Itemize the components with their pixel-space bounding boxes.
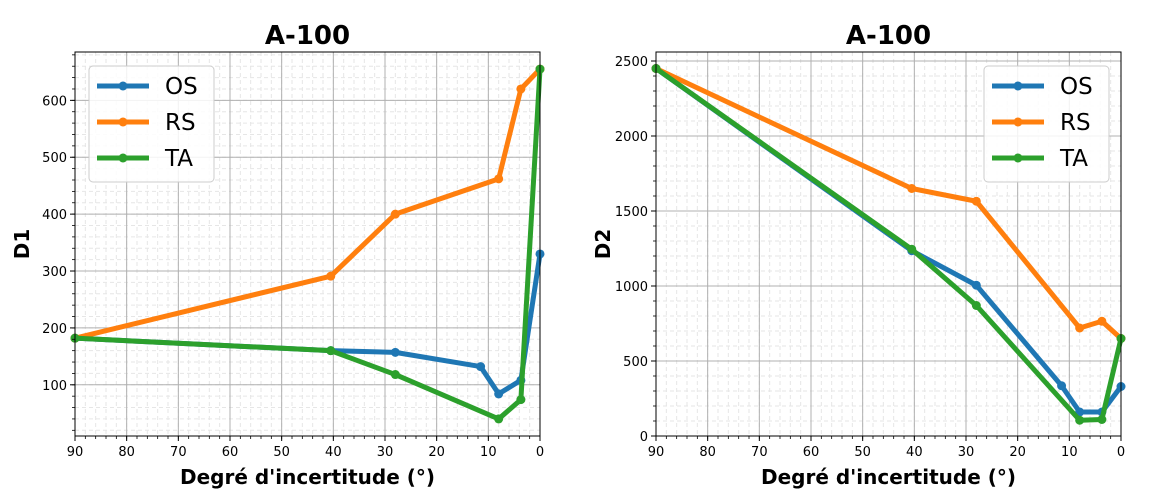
data-point-rs xyxy=(971,196,981,206)
x-tick-label: 80 xyxy=(118,445,135,460)
y-tick-label: 400 xyxy=(42,208,67,223)
y-tick-label: 2000 xyxy=(615,130,648,145)
chart1-axes-frame xyxy=(655,51,1122,437)
legend-marker-ta xyxy=(1013,153,1023,163)
data-point-rs xyxy=(1075,323,1085,333)
chart0-y-axis-label: D1 xyxy=(10,229,34,260)
legend-label-ta: TA xyxy=(1059,146,1088,172)
x-tick-label: 0 xyxy=(536,445,544,460)
legend-label-os: OS xyxy=(165,74,198,100)
chart1-x-axis-label: Degré d'incertitude (°) xyxy=(761,465,1016,489)
y-tick-label: 0 xyxy=(640,430,648,445)
x-tick-label: 20 xyxy=(1009,445,1026,460)
series-line-ta xyxy=(653,66,1124,423)
chart0-legend: OS RS TA xyxy=(88,65,215,183)
y-tick-label: 200 xyxy=(42,322,67,337)
x-tick-label: 50 xyxy=(273,445,290,460)
legend-box xyxy=(88,65,215,183)
data-point-ta xyxy=(971,301,981,310)
data-point-ta xyxy=(1097,415,1107,424)
legend-marker-os xyxy=(1013,81,1023,91)
data-point-os xyxy=(390,347,400,357)
data-point-os xyxy=(476,362,486,372)
chart-d1: 90 80 70 60 50 40 30 20 10 0100200300400500600A-1… xyxy=(10,21,545,489)
data-point-ta xyxy=(326,346,336,356)
data-point-ta xyxy=(1075,415,1085,425)
x-tick-label: 60 xyxy=(222,445,239,460)
legend-label-rs: RS xyxy=(1060,110,1091,136)
chart-d2: 90 80 70 60 50 40 30 20 10 005001000150020002500A… xyxy=(591,21,1126,489)
legend-label-rs: RS xyxy=(165,110,196,136)
series-line-ta xyxy=(72,66,543,422)
data-point-rs xyxy=(907,184,917,193)
chart1-title: A-100 xyxy=(846,21,931,51)
chart1-y-axis-label: D2 xyxy=(591,229,615,260)
y-tick-label: 1500 xyxy=(615,205,648,220)
x-tick-label: 20 xyxy=(428,445,445,460)
data-point-ta xyxy=(494,414,504,424)
data-point-ta xyxy=(390,370,400,380)
data-point-rs xyxy=(516,84,526,94)
chart1-legend: OS RS TA xyxy=(983,65,1110,183)
data-point-rs xyxy=(390,209,400,219)
x-tick-label: 50 xyxy=(854,445,871,460)
legend-label-os: OS xyxy=(1060,74,1093,100)
legend-marker-ta xyxy=(118,153,128,163)
x-tick-label: 60 xyxy=(803,445,820,460)
y-tick-label: 500 xyxy=(623,355,648,370)
x-tick-label: 0 xyxy=(1117,445,1125,460)
data-point-os xyxy=(1057,381,1067,391)
legend-label-ta: TA xyxy=(164,146,193,172)
data-point-os xyxy=(971,280,981,290)
y-tick-label: 600 xyxy=(42,94,67,109)
legend-marker-os xyxy=(118,81,128,91)
x-tick-label: 40 xyxy=(325,445,342,460)
y-tick-label: 1000 xyxy=(615,280,648,295)
data-point-rs xyxy=(326,271,336,281)
data-point-os xyxy=(494,389,504,399)
legend-marker-rs xyxy=(1013,117,1023,127)
data-point-rs xyxy=(1097,316,1107,326)
y-tick-label: 500 xyxy=(42,151,67,166)
x-tick-label: 80 xyxy=(699,445,716,460)
x-tick-label: 30 xyxy=(958,445,975,460)
legend-box xyxy=(983,65,1110,183)
y-tick-label: 2500 xyxy=(615,55,648,70)
data-point-ta xyxy=(907,244,917,254)
series-line-rs xyxy=(72,66,543,341)
x-tick-label: 90 xyxy=(648,445,665,460)
chart0-axes-frame xyxy=(74,51,541,437)
x-tick-label: 30 xyxy=(377,445,394,460)
legend-marker-rs xyxy=(118,117,128,127)
x-tick-label: 70 xyxy=(751,445,768,460)
x-tick-label: 90 xyxy=(67,445,84,460)
data-point-ta xyxy=(516,395,526,405)
data-point-rs xyxy=(494,174,504,184)
x-tick-label: 40 xyxy=(906,445,923,460)
x-tick-label: 70 xyxy=(170,445,187,460)
y-tick-label: 100 xyxy=(42,379,67,394)
x-tick-label: 10 xyxy=(1061,445,1078,460)
y-tick-label: 300 xyxy=(42,265,67,280)
chart0-x-axis-label: Degré d'incertitude (°) xyxy=(180,465,435,489)
x-tick-label: 10 xyxy=(480,445,497,460)
chart0-title: A-100 xyxy=(265,21,350,51)
